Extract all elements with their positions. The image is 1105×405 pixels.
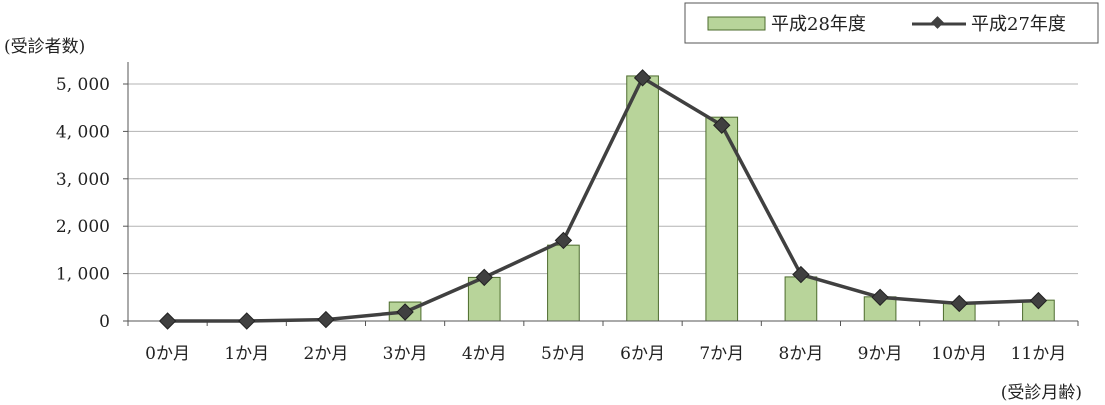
x-tick-label: 6か月 <box>620 344 665 364</box>
x-tick-label: 1か月 <box>224 344 269 364</box>
line-series <box>158 69 1048 330</box>
series-line <box>167 76 1039 323</box>
bar-series <box>388 75 1055 322</box>
line-point <box>1029 291 1048 310</box>
y-tick-label: 2, 000 <box>56 217 110 237</box>
x-axis-ticks: 0か月 1か月 2か月 3か月 4か月 5か月 6か月 7か月 8か月 9か月 10か月 11か月 <box>145 344 1066 364</box>
y-tick-label: 5, 000 <box>56 75 110 95</box>
legend: 平成28年度 平成27年度 <box>684 2 1099 44</box>
line-point <box>713 116 731 134</box>
axes <box>123 62 1079 326</box>
line-point <box>317 310 335 329</box>
bar <box>626 75 659 322</box>
y-axis-title: (受診者数) <box>4 37 85 57</box>
x-tick-label: 10か月 <box>931 344 987 364</box>
line-point <box>871 288 889 307</box>
x-tick-label: 11か月 <box>1011 344 1067 364</box>
bar <box>547 244 580 322</box>
y-tick-label: 4, 000 <box>56 122 110 142</box>
line-point <box>633 69 652 87</box>
legend-label-bar: 平成28年度 <box>771 14 866 35</box>
y-tick-label: 1, 000 <box>56 265 110 285</box>
y-tick-label: 0 <box>99 312 110 332</box>
line-point <box>792 265 810 284</box>
legend-label-line: 平成27年度 <box>971 14 1066 35</box>
x-tick-label: 4か月 <box>462 344 507 364</box>
x-tick-label: 5か月 <box>541 344 586 364</box>
x-tick-label: 2か月 <box>304 344 349 364</box>
line-point <box>950 294 968 313</box>
bar <box>784 276 818 322</box>
legend-bar-swatch <box>707 16 766 31</box>
x-tick-label: 0か月 <box>145 344 190 364</box>
line-point <box>238 312 256 330</box>
y-axis-ticks: 0 1, 000 2, 000 3, 000 4, 000 5, 000 <box>56 75 110 332</box>
line-point <box>554 231 573 250</box>
x-tick-label: 7か月 <box>699 344 744 364</box>
x-axis-title: (受診月齢) <box>1001 383 1082 403</box>
gridlines <box>128 83 1078 275</box>
bar <box>705 116 739 322</box>
x-tick-label: 3か月 <box>383 344 428 364</box>
line-point <box>475 268 493 287</box>
line-point <box>158 312 177 330</box>
x-tick-label: 8か月 <box>779 344 824 364</box>
x-tick-label: 9か月 <box>858 344 903 364</box>
y-tick-label: 3, 000 <box>56 170 110 190</box>
line-point <box>396 303 414 321</box>
